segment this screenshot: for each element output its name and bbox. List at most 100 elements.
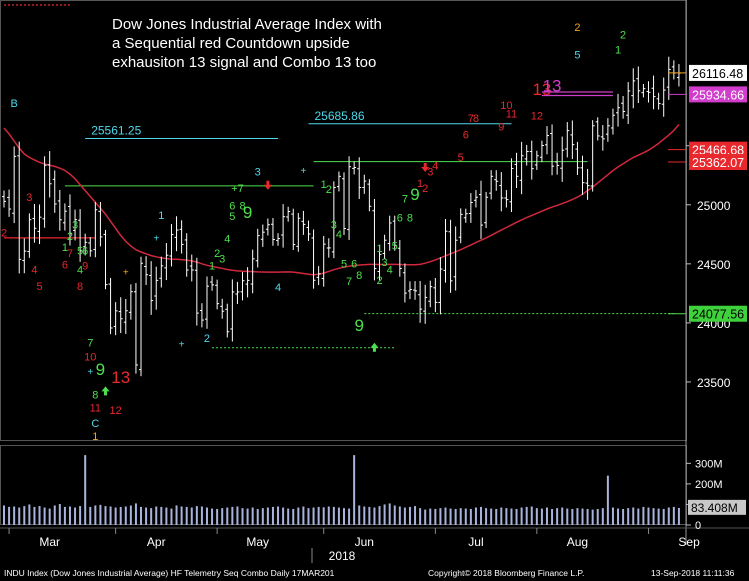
ohlc-bar [47, 151, 52, 198]
ohlc-bar [108, 277, 113, 335]
ohlc-bar [565, 122, 570, 158]
chart-title-line-3: exhausiton 13 signal and Combo 13 too [112, 54, 377, 71]
ohlc-bar [7, 189, 12, 217]
price-label-box [689, 141, 747, 158]
volume-bar [312, 507, 315, 525]
ohlc-bar [433, 277, 438, 313]
sequential-count-label: 13 [543, 76, 562, 95]
ohlc-bar [494, 170, 499, 191]
sequential-count-label: 5 [77, 245, 83, 257]
ohlc-bar [22, 238, 27, 274]
sequential-count-label: 6 [82, 245, 88, 257]
sequential-count-label: 1 [158, 210, 164, 222]
sequential-count-label: + [87, 367, 93, 378]
volume-bar [8, 506, 11, 525]
sequential-count-label: 1 [62, 242, 68, 254]
volume-bar [129, 505, 132, 525]
ohlc-bar [438, 257, 443, 315]
ohlc-bar [428, 280, 433, 308]
sequential-count-label: 13 [111, 368, 130, 387]
ohlc-bar [321, 235, 326, 287]
ohlc-bar [57, 189, 62, 231]
volume-bar [545, 507, 548, 525]
ohlc-bar [555, 152, 560, 175]
ohlc-bar [514, 152, 519, 188]
ohlc-bar [67, 194, 72, 246]
volume-bar [677, 507, 680, 525]
volume-bar [525, 506, 528, 525]
volume-bar [480, 506, 483, 525]
volume-bar [68, 506, 71, 525]
sequential-count-label: 4 [224, 234, 230, 246]
ohlc-bar [316, 266, 321, 286]
ohlc-bar [179, 220, 184, 254]
ohlc-bar [139, 256, 144, 377]
sequential-count-label: 8 [356, 270, 362, 282]
sequential-count-label: 3 [382, 257, 388, 269]
price-label-box [689, 86, 747, 103]
ohlc-bar [17, 141, 22, 274]
sequential-count-label: 1 [615, 45, 621, 57]
sequential-count-label: 9 [354, 316, 363, 335]
volume-bar [459, 508, 462, 525]
buy-arrow-icon [370, 342, 379, 352]
sequential-count-label: 1 [376, 243, 382, 255]
month-label: Jul [468, 535, 483, 549]
volume-bar [540, 508, 543, 525]
sequential-count-label: 2 [67, 231, 73, 243]
sequential-count-label: 5 [229, 211, 235, 223]
ohlc-bar [230, 279, 235, 342]
volume-bar [175, 505, 178, 525]
volume-bar [358, 505, 361, 525]
volume-bar [150, 508, 153, 525]
volume-bar [322, 507, 325, 525]
volume-bar [632, 507, 635, 525]
ohlc-bar [113, 302, 118, 336]
ohlc-bar [331, 181, 336, 259]
ohlc-bar [128, 284, 133, 320]
price-label-text: 25934.66 [692, 88, 744, 102]
ohlc-bar [646, 81, 651, 103]
volume-bar [383, 504, 386, 525]
sequential-count-label: 2 [1, 228, 7, 240]
sequential-count-label: 5 [574, 49, 580, 61]
volume-bar [429, 508, 432, 525]
volume-bar [277, 506, 280, 525]
ohlc-bar [286, 206, 291, 222]
ohlc-bar [626, 82, 631, 125]
volume-bar [28, 504, 31, 525]
volume-bar [231, 506, 234, 525]
volume-bar [571, 508, 574, 525]
ohlc-bar [468, 193, 473, 223]
volume-bar [261, 508, 264, 525]
volume-bar [33, 506, 36, 525]
sequential-count-label: 8 [473, 113, 479, 125]
ohlc-bar [489, 170, 494, 200]
ohlc-bar [544, 126, 549, 155]
sequential-count-label: 3 [255, 166, 261, 178]
volume-bar [414, 506, 417, 525]
resistance-label: 25685.86 [314, 109, 364, 123]
volume-bar [434, 508, 437, 525]
ohlc-bar [458, 208, 463, 244]
volume-bar [221, 508, 224, 525]
volume-bar [99, 504, 102, 525]
volume-bar [180, 506, 183, 525]
ohlc-bar [367, 179, 372, 212]
ohlc-bar [37, 204, 42, 245]
volume-bar [561, 507, 564, 525]
sequential-count-label: 6 [397, 212, 403, 224]
ohlc-bar [52, 170, 57, 213]
price-label-box [689, 154, 747, 171]
sequential-count-label: + [153, 233, 159, 244]
volume-bar [3, 505, 5, 525]
volume-bar [109, 506, 112, 525]
volume-bar [23, 506, 26, 525]
volume-bar [38, 506, 41, 525]
ohlc-bar [220, 298, 225, 319]
volume-bar [490, 508, 493, 525]
sequential-count-label: 2 [620, 29, 626, 41]
volume-bar [190, 507, 193, 525]
volume-bar [302, 506, 305, 525]
sequential-count-label: 7 [67, 248, 73, 260]
